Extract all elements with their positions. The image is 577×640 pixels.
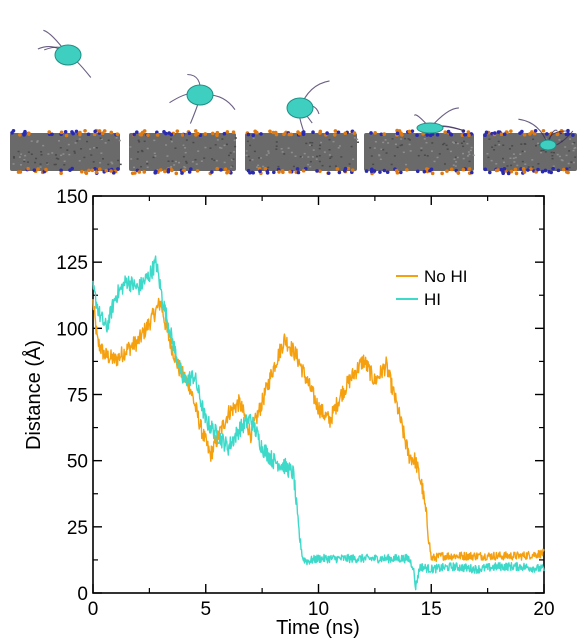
- x-tick-label: 20: [533, 599, 554, 620]
- membrane-slab: [245, 133, 357, 171]
- y-axis-title: Distance (Å): [22, 340, 45, 450]
- y-tick-label: 150: [56, 187, 88, 208]
- y-tick-label: 25: [67, 518, 88, 539]
- y-tick-label: 100: [56, 319, 88, 340]
- y-tick-label: 125: [56, 253, 88, 274]
- simulation-snapshots: [10, 29, 577, 176]
- protein-body: [54, 44, 82, 66]
- distance-plot: 0 5 10 15 20 0 25 50 75 100 125 150 No HI HI Time (…: [22, 187, 555, 639]
- membrane-slab: [364, 133, 474, 171]
- membrane-slab: [129, 133, 236, 171]
- x-tick-label: 10: [308, 599, 329, 620]
- x-axis-title: Time (ns): [276, 617, 360, 639]
- series-lines: [92, 255, 545, 591]
- protein-body: [416, 122, 444, 134]
- axis-ticks: 0 5 10 15 20 0 25 50 75 100 125 150: [56, 187, 554, 620]
- plot-frame: [92, 195, 545, 594]
- snapshot-3: [245, 80, 359, 176]
- snapshot-5: [483, 118, 577, 176]
- x-tick-label: 5: [200, 599, 211, 620]
- protein-body: [286, 97, 314, 119]
- y-tick-label: 0: [77, 584, 88, 605]
- protein-body: [186, 84, 214, 106]
- series-line-hi: [92, 255, 545, 591]
- x-tick-label: 0: [88, 599, 99, 620]
- legend-label-hi: HI: [424, 290, 441, 309]
- legend: No HI HI: [396, 267, 467, 309]
- snapshot-4: [364, 107, 475, 176]
- y-tick-label: 75: [67, 386, 88, 407]
- legend-label-no-hi: No HI: [424, 267, 467, 286]
- series-line-no-hi: [92, 297, 545, 563]
- x-tick-label: 15: [421, 599, 442, 620]
- snapshot-1: [10, 29, 122, 176]
- snapshot-2: [129, 73, 237, 176]
- membrane-slab: [483, 133, 577, 171]
- protein-body: [539, 139, 557, 151]
- y-tick-label: 50: [67, 452, 88, 473]
